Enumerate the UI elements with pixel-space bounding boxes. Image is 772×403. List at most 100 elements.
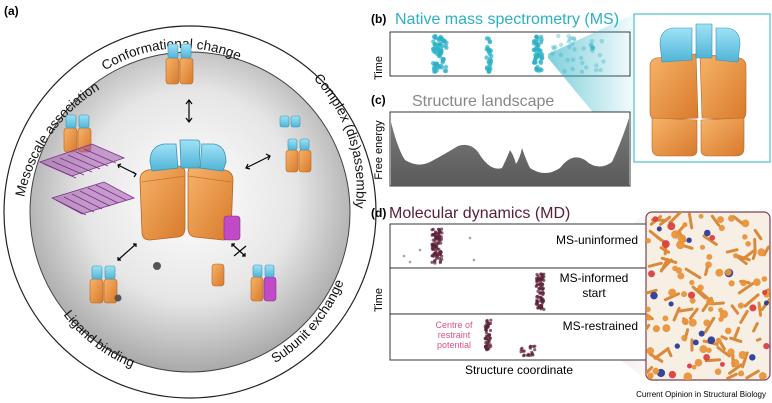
ms-point <box>590 48 595 54</box>
ms-point <box>532 47 537 53</box>
atom <box>677 272 685 280</box>
md-point <box>437 227 441 232</box>
md-point <box>538 282 542 287</box>
bond <box>728 363 743 375</box>
ms-point <box>581 46 586 51</box>
bond <box>702 234 718 246</box>
md-point <box>528 346 532 350</box>
ms-point <box>434 51 440 56</box>
ms-point <box>565 57 570 63</box>
atom <box>683 372 693 380</box>
ms-point <box>572 47 577 52</box>
ms-point <box>601 59 606 64</box>
atom <box>728 280 735 287</box>
ms-point <box>590 45 595 50</box>
bond <box>668 212 683 225</box>
arrows <box>117 99 271 261</box>
ms-point <box>484 55 489 60</box>
ms-point <box>539 34 544 40</box>
atom <box>731 358 740 368</box>
md-point <box>489 318 493 322</box>
atom <box>676 240 685 250</box>
atom <box>737 302 744 309</box>
atom <box>706 253 713 260</box>
atom <box>757 248 766 257</box>
ms-point <box>443 64 449 70</box>
ms-point <box>567 44 572 50</box>
md-point <box>526 352 531 356</box>
bond <box>730 304 740 315</box>
atom <box>674 343 680 349</box>
ms-point <box>433 33 438 39</box>
atom <box>704 229 711 237</box>
md-point <box>430 254 434 258</box>
bond <box>646 323 651 336</box>
small-complex-top <box>165 43 194 85</box>
atom <box>662 315 669 322</box>
atom <box>652 216 659 222</box>
panel-d-xlabel: Structure coordinate <box>465 363 573 377</box>
md-point <box>534 302 538 306</box>
bond <box>646 366 654 377</box>
ms-point <box>486 69 491 74</box>
restraint-label: Centre of restraint potential <box>435 320 473 350</box>
bond <box>710 214 721 227</box>
bond <box>704 316 716 334</box>
atom <box>689 279 695 286</box>
atom <box>718 316 724 322</box>
atom <box>727 348 735 356</box>
bond <box>653 347 670 360</box>
bond <box>647 261 663 268</box>
ms-point <box>562 69 567 74</box>
outer-ring <box>3 25 377 399</box>
atom <box>758 372 767 380</box>
atom <box>706 347 712 353</box>
bond <box>704 358 722 363</box>
atom <box>681 334 688 342</box>
atom <box>699 244 706 250</box>
bond <box>688 307 699 320</box>
bond <box>745 369 760 380</box>
atom <box>650 291 658 300</box>
md-point <box>485 318 489 323</box>
atom <box>763 342 770 350</box>
lattice-illustration <box>38 143 136 216</box>
atom <box>668 288 677 297</box>
ms-point <box>591 45 596 50</box>
atom <box>648 270 655 278</box>
md-point <box>436 255 440 259</box>
atom <box>694 358 703 367</box>
atom <box>745 241 751 247</box>
bond <box>755 337 762 342</box>
md-point <box>431 232 435 237</box>
bond <box>729 336 743 343</box>
md-point <box>531 344 536 349</box>
ms-point <box>488 59 494 65</box>
ms-point <box>597 53 603 58</box>
small-complex-ligand <box>89 265 122 304</box>
atom <box>740 279 747 287</box>
ms-point <box>579 69 585 75</box>
md-trajectory-points <box>402 227 546 358</box>
atom <box>762 289 768 296</box>
bond <box>716 346 731 358</box>
atom <box>718 224 725 232</box>
ms-point <box>440 58 446 64</box>
ms-point <box>550 45 556 50</box>
panel-b-label: (b) <box>371 12 386 26</box>
md-point <box>468 236 472 240</box>
atom <box>698 213 704 219</box>
ms-point <box>552 46 557 51</box>
atom <box>709 234 716 241</box>
atom <box>699 345 708 354</box>
ms-point <box>532 59 537 64</box>
atom <box>733 253 739 259</box>
ms-point <box>570 66 575 72</box>
atom <box>715 268 724 277</box>
bond <box>710 301 725 306</box>
ms-point <box>436 37 441 43</box>
atom <box>705 261 712 269</box>
md-point <box>438 239 442 243</box>
atom <box>749 304 757 312</box>
